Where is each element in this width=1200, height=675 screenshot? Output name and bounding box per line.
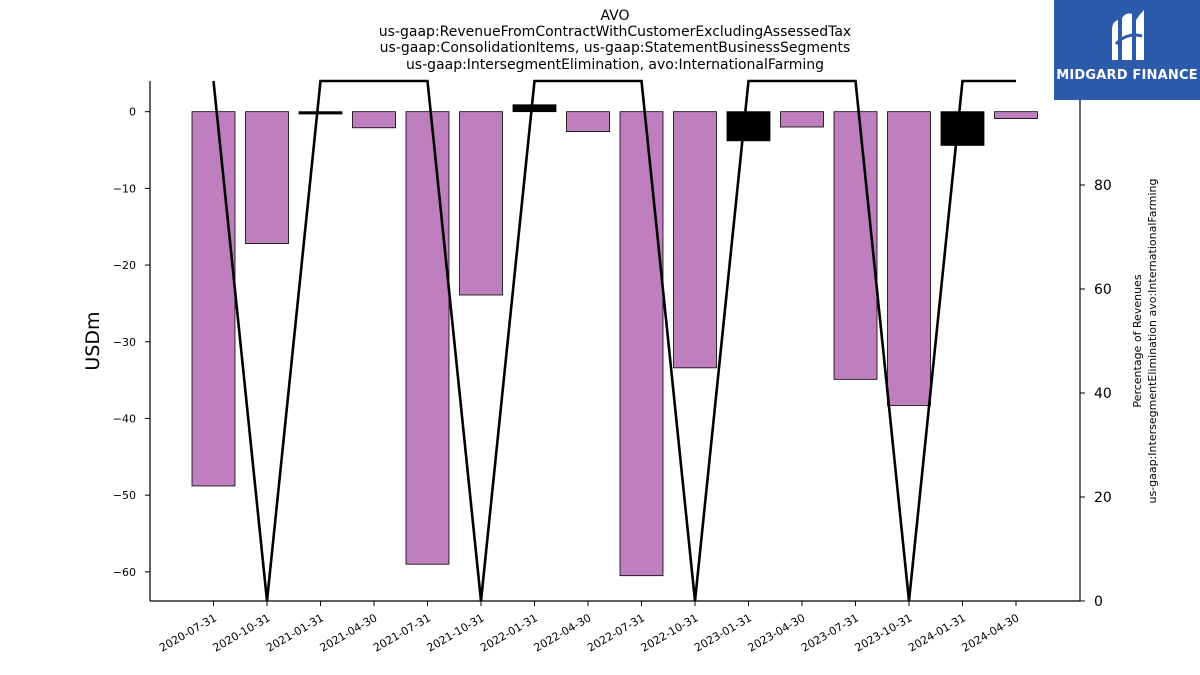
x-tick-label: 2024-01-31 bbox=[906, 611, 968, 654]
chart-title-line-2: us-gaap:RevenueFromContractWithCustomerE… bbox=[378, 24, 852, 40]
bar-2021-07-31 bbox=[405, 111, 450, 565]
bar-2021-10-31 bbox=[459, 111, 503, 296]
x-tick-label: 2023-04-30 bbox=[746, 611, 808, 654]
bar-2020-07-31 bbox=[191, 111, 236, 487]
bar-2023-10-31 bbox=[887, 111, 931, 406]
x-tick-label: 2020-10-31 bbox=[211, 611, 273, 654]
x-tick-label: 2022-04-30 bbox=[532, 611, 594, 654]
bar-2022-01-31 bbox=[512, 104, 557, 113]
bar-2022-07-31 bbox=[619, 111, 664, 577]
x-tick-label: 2021-07-31 bbox=[371, 611, 433, 654]
x-tick-label: 2021-04-30 bbox=[318, 611, 380, 654]
y2-tick-label: 40 bbox=[1094, 386, 1112, 402]
y-tick-label: −60 bbox=[113, 566, 136, 579]
y2-tick-label: 80 bbox=[1094, 178, 1112, 194]
bar-2024-04-30 bbox=[994, 111, 1038, 119]
y2-axis-label-line-1: Percentage of Revenues bbox=[1131, 274, 1144, 407]
y-tick-label: −50 bbox=[113, 489, 136, 502]
y2-tick-label: 60 bbox=[1094, 282, 1112, 298]
y-axis-label: USDm bbox=[82, 311, 104, 370]
chart-title-line-4: us-gaap:IntersegmentElimination, avo:Int… bbox=[405, 57, 825, 73]
midgard-finance-logo: MIDGARD FINANCE bbox=[1054, 0, 1200, 100]
y2-tick-label: 0 bbox=[1094, 594, 1103, 610]
x-tick-label: 2023-07-31 bbox=[799, 611, 861, 654]
x-tick-label: 2022-01-31 bbox=[478, 611, 540, 654]
y2-axis-label-line-2: us-gaap:IntersegmentElimination avo:Inte… bbox=[1146, 178, 1159, 503]
y-tick-label: −30 bbox=[113, 336, 136, 349]
y-tick-label: −20 bbox=[113, 259, 136, 272]
x-tick-label: 2023-10-31 bbox=[853, 611, 915, 654]
bar-2024-01-31 bbox=[940, 111, 985, 146]
bar-2020-10-31 bbox=[245, 111, 289, 244]
x-tick-label: 2020-07-31 bbox=[157, 611, 219, 654]
bar-2021-01-31 bbox=[298, 111, 343, 115]
y-tick-label: −40 bbox=[113, 412, 136, 425]
y-tick-label: 0 bbox=[129, 106, 136, 119]
x-tick-label: 2023-01-31 bbox=[692, 611, 754, 654]
logo-text: MIDGARD FINANCE bbox=[1056, 68, 1198, 83]
y2-tick-label: 20 bbox=[1094, 490, 1112, 506]
chart-title-line-3: us-gaap:ConsolidationItems, us-gaap:Stat… bbox=[379, 40, 851, 56]
bar-2023-04-30 bbox=[780, 111, 824, 128]
chart-title-line-1: AVO bbox=[600, 8, 630, 24]
bar-2023-07-31 bbox=[833, 111, 878, 380]
x-tick-label: 2022-10-31 bbox=[639, 611, 701, 654]
bar-2022-04-30 bbox=[566, 111, 610, 133]
midgard-logo-icon bbox=[1112, 10, 1144, 60]
percentage-line bbox=[212, 79, 1016, 602]
bar-2021-04-30 bbox=[352, 111, 396, 129]
y-tick-label: −10 bbox=[113, 182, 136, 195]
x-tick-label: 2022-07-31 bbox=[585, 611, 647, 654]
x-tick-label: 2021-10-31 bbox=[425, 611, 487, 654]
x-tick-label: 2021-01-31 bbox=[264, 611, 326, 654]
bar-2022-10-31 bbox=[673, 111, 717, 369]
x-tick-label: 2024-04-30 bbox=[960, 611, 1022, 654]
bar-2023-01-31 bbox=[726, 111, 771, 142]
